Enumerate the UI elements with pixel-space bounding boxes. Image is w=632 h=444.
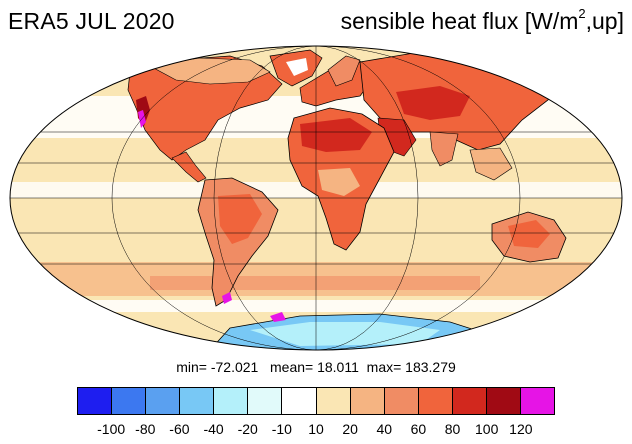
min-label: min= [176,359,207,375]
max-value: 183.279 [405,359,456,375]
max-label: max= [366,359,402,375]
central-america [171,151,207,183]
colorbar-cell [78,388,113,414]
colorbar-cell [282,388,317,414]
statistics-line: min= -72.021 mean= 18.011 max= 183.279 [0,359,632,375]
patagonia-hot [222,292,232,304]
colorbar-cell [112,388,147,414]
colorbar-tick-label: 10 [308,421,324,437]
graticule-meridians [111,46,521,350]
colorbar-labels: -100 -80 -60 -40 -20 -10 10 20 40 60 80 100 120 [0,421,632,441]
colorbar-tick-label: 40 [376,421,393,437]
colorbar [77,387,555,415]
colorbar-cell [452,388,487,414]
dataset-title: ERA5 JUL 2020 [8,8,175,34]
min-value: -72.021 [210,359,259,375]
southeast-asia [469,147,513,181]
us-southwest [138,110,146,128]
mean-value: 18.011 [317,359,359,375]
mean-label: mean= [270,359,314,375]
colorbar-cell [350,388,385,414]
meridian [111,46,521,350]
colorbar-cell [521,388,555,414]
variable-title-prefix: sensible heat flux [W/m [340,8,579,34]
colorbar-cell [316,388,351,414]
central-asia-hot [396,86,470,120]
colorbar-tick-label: -80 [135,421,156,437]
scandinavia [327,55,361,87]
colorbar-cell [384,388,419,414]
meridian [213,46,419,350]
variable-title: sensible heat flux [W/m2,up] [340,6,624,35]
colorbar-tick-label: -10 [271,421,292,437]
colorbar-cell [180,388,215,414]
colorbar-cell [418,388,453,414]
greenland-ice [286,58,308,76]
colorbar-tick-label: 100 [475,421,499,437]
central-africa [318,168,360,196]
colorbar-tick-label: 80 [444,421,461,437]
south-america-core [218,194,262,244]
antarctica-light [250,322,440,346]
sahara-hot [300,118,372,152]
colorbar-cell [214,388,249,414]
australia-interior [508,220,550,248]
globe-outline [9,45,623,351]
colorbar-tick-label: -20 [237,421,258,437]
colorbar-tick-label: -60 [169,421,190,437]
colorbar-tick-label: 20 [342,421,358,437]
map-field [10,46,622,350]
southern-ocean-band [150,276,480,290]
canada-north [149,57,271,85]
colorbar-tick-label: 60 [410,421,427,437]
colorbar-tick-label: 120 [509,421,533,437]
colorbar-tick-label: -40 [203,421,224,437]
colorbar-cell [486,388,522,414]
antarctic-peninsula [270,312,286,322]
variable-title-superscript: 2 [578,6,586,22]
colorbar-cell [248,388,283,414]
colorbar-tick-label: -100 [97,421,126,437]
variable-title-suffix: ,up] [585,8,624,34]
colorbar-cell [146,388,181,414]
